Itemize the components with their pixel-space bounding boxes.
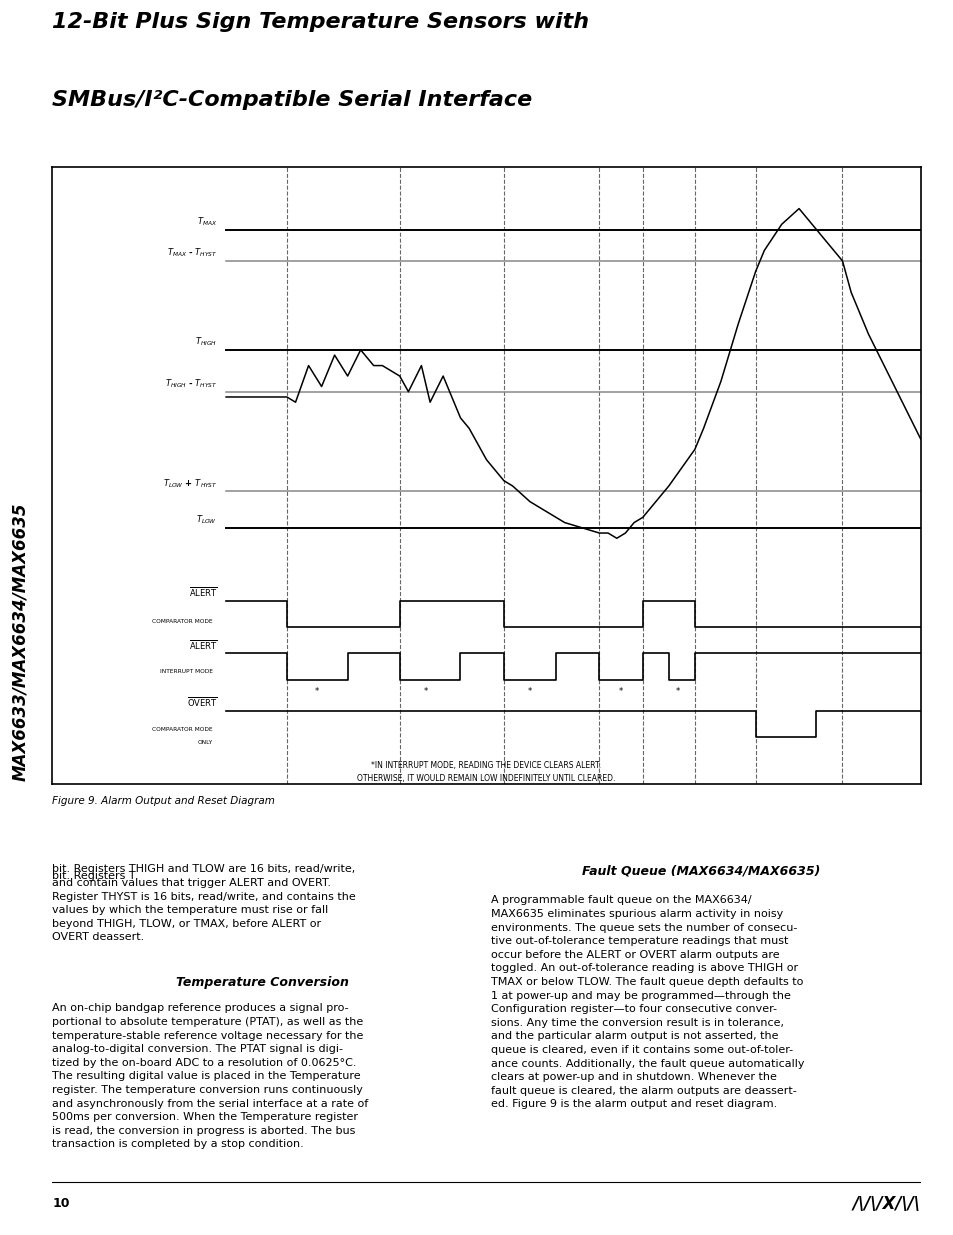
- Text: $T_{MAX}$: $T_{MAX}$: [197, 215, 217, 228]
- Text: *: *: [527, 688, 532, 697]
- Text: ONLY: ONLY: [197, 740, 213, 745]
- Text: *IN INTERRUPT MODE, READING THE DEVICE CLEARS ALERT.: *IN INTERRUPT MODE, READING THE DEVICE C…: [371, 761, 601, 769]
- Text: COMPARATOR MODE: COMPARATOR MODE: [152, 620, 213, 625]
- Text: $T_{HIGH}$: $T_{HIGH}$: [195, 336, 217, 348]
- Text: $T_{LOW}$ + $T_{HYST}$: $T_{LOW}$ + $T_{HYST}$: [163, 477, 217, 489]
- Text: $\overline{\mathrm{ALERT}}$: $\overline{\mathrm{ALERT}}$: [189, 637, 217, 652]
- Text: OTHERWISE, IT WOULD REMAIN LOW INDEFINITELY UNTIL CLEARED.: OTHERWISE, IT WOULD REMAIN LOW INDEFINIT…: [357, 774, 615, 783]
- Text: Figure 9. Alarm Output and Reset Diagram: Figure 9. Alarm Output and Reset Diagram: [52, 795, 275, 806]
- Text: Temperature Conversion: Temperature Conversion: [175, 976, 349, 989]
- Text: bit. Registers T: bit. Registers T: [52, 871, 136, 881]
- Text: *: *: [314, 688, 319, 697]
- Text: $T_{LOW}$: $T_{LOW}$: [196, 514, 217, 526]
- Text: COMPARATOR MODE: COMPARATOR MODE: [152, 726, 213, 731]
- Text: INTERRUPT MODE: INTERRUPT MODE: [160, 669, 213, 674]
- Text: An on-chip bandgap reference produces a signal pro-
portional to absolute temper: An on-chip bandgap reference produces a …: [52, 1003, 368, 1150]
- Text: *: *: [423, 688, 428, 697]
- Text: bit. Registers THIGH and TLOW are 16 bits, read/write,
and contain values that t: bit. Registers THIGH and TLOW are 16 bit…: [52, 864, 355, 942]
- Text: SMBus/I²C-Compatible Serial Interface: SMBus/I²C-Compatible Serial Interface: [52, 90, 532, 110]
- Text: *: *: [618, 688, 622, 697]
- Text: $T_{MAX}$ - $T_{HYST}$: $T_{MAX}$ - $T_{HYST}$: [167, 247, 217, 259]
- Text: A programmable fault queue on the MAX6634/
MAX6635 eliminates spurious alarm act: A programmable fault queue on the MAX663…: [491, 895, 804, 1109]
- Text: *: *: [675, 688, 679, 697]
- Text: 10: 10: [52, 1197, 70, 1210]
- Text: /\/\/X/\/\: /\/\/X/\/\: [852, 1194, 920, 1213]
- Text: $T_{HIGH}$ - $T_{HYST}$: $T_{HIGH}$ - $T_{HYST}$: [165, 378, 217, 390]
- Text: MAX6633/MAX6634/MAX6635: MAX6633/MAX6634/MAX6635: [11, 503, 29, 782]
- Text: 12-Bit Plus Sign Temperature Sensors with: 12-Bit Plus Sign Temperature Sensors wit…: [52, 12, 589, 32]
- Text: Fault Queue (MAX6634/MAX6635): Fault Queue (MAX6634/MAX6635): [581, 864, 820, 878]
- Text: $\overline{\mathrm{OVERT}}$: $\overline{\mathrm{OVERT}}$: [187, 695, 217, 709]
- Text: $\overline{\mathrm{ALERT}}$: $\overline{\mathrm{ALERT}}$: [189, 585, 217, 599]
